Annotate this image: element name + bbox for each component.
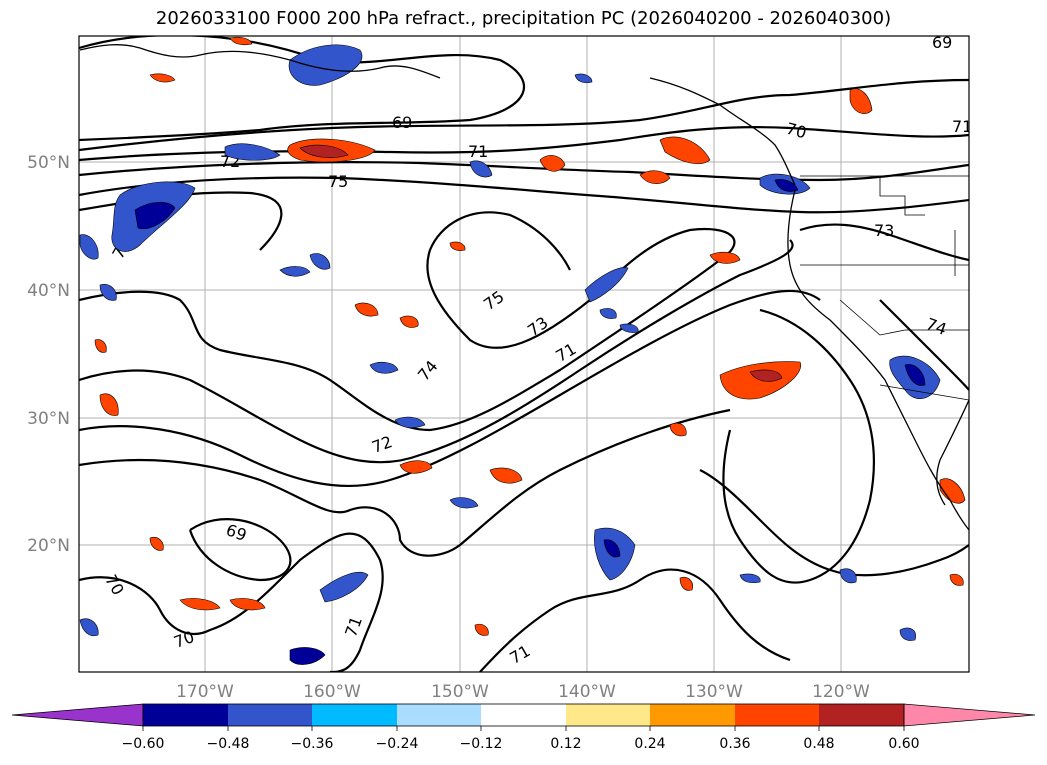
colorbar-tick-label: −0.24	[376, 736, 419, 752]
precip-negative-patches	[79, 44, 941, 665]
lon-tick-label: 170°W	[176, 682, 234, 702]
colorbar-min-extend	[11, 703, 144, 727]
colorbar-tick-label: 0.48	[803, 736, 834, 752]
colorbar-segment	[143, 704, 228, 726]
colorbar: −0.60 −0.48 −0.36 −0.24 −0.12 0.12 0.24 …	[11, 703, 1036, 752]
colorbar-tick-label: −0.48	[207, 736, 250, 752]
country-borders	[800, 175, 969, 401]
contour-label: 73	[874, 221, 894, 240]
lon-tick-label: 160°W	[303, 682, 361, 702]
colorbar-tick-label: −0.36	[291, 736, 334, 752]
lon-tick-label: 150°W	[431, 682, 489, 702]
colorbar-tick-label: −0.12	[460, 736, 503, 752]
contour-label: 71	[468, 142, 488, 161]
lat-tick-label: 30°N	[27, 409, 70, 429]
colorbar-segment	[481, 704, 566, 726]
contour-label: 69	[932, 33, 952, 52]
latitude-tick-labels: 50°N 40°N 30°N 20°N	[27, 153, 70, 556]
contour-label: 69	[392, 113, 412, 132]
lat-tick-label: 50°N	[27, 153, 70, 173]
colorbar-tick-label: 0.12	[550, 736, 581, 752]
colorbar-segment	[566, 704, 650, 726]
colorbar-outline	[142, 703, 905, 727]
map-frame	[78, 35, 970, 673]
lon-tick-label: 130°W	[685, 682, 743, 702]
lon-tick-label: 120°W	[812, 682, 870, 702]
colorbar-tick-label: 0.60	[888, 736, 919, 752]
contour-label: 70	[784, 119, 809, 143]
contour-label: 71	[952, 117, 972, 136]
lat-tick-label: 40°N	[27, 281, 70, 301]
colorbar-segment	[397, 704, 481, 726]
colorbar-max-extend	[903, 703, 1036, 727]
colorbar-segment	[735, 704, 819, 726]
colorbar-tick-label: −0.60	[122, 736, 165, 752]
colorbar-tick-label: 0.36	[719, 736, 750, 752]
colorbar-segment	[819, 704, 904, 726]
gridlines	[79, 36, 969, 672]
contour-label: 75	[328, 172, 348, 191]
colorbar-tick-label: 0.24	[634, 736, 665, 752]
lon-tick-label: 140°W	[558, 682, 616, 702]
colorbar-segment	[228, 704, 312, 726]
colorbar-ticks	[142, 726, 905, 731]
colorbar-segment	[312, 704, 397, 726]
colorbar-segment	[650, 704, 735, 726]
refractivity-contours	[79, 36, 969, 672]
coastlines	[79, 44, 969, 531]
precip-positive-patches	[94, 36, 966, 636]
map-title: 2026033100 F000 200 hPa refract., precip…	[155, 8, 892, 29]
lat-tick-label: 20°N	[27, 536, 70, 556]
longitude-tick-labels: 170°W 160°W 150°W 140°W 130°W 120°W	[176, 682, 870, 702]
